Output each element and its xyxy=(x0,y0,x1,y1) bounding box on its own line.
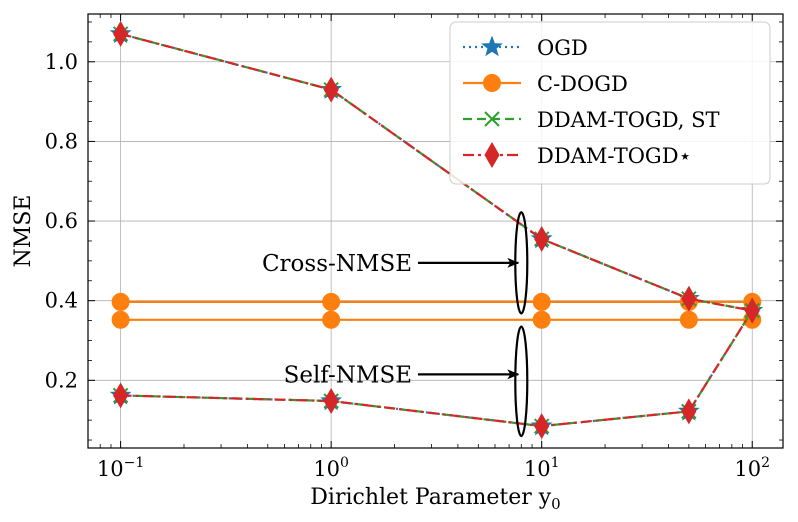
data-point-c-dogd xyxy=(322,310,341,329)
legend-item-ogd: OGD xyxy=(463,35,588,60)
data-point-ddam-togd xyxy=(323,388,339,415)
y-tick-label: 0.4 xyxy=(45,289,78,313)
data-point-c-dogd xyxy=(322,292,341,311)
x-tick-exponent: 0 xyxy=(340,455,349,471)
legend: OGD C-DOGD DDAM-TOGD, ST DDAM-TOGD⋆ xyxy=(449,21,771,185)
x-tick-base: 10 xyxy=(734,457,761,481)
annotations: Cross-NMSE Self-NMSE xyxy=(262,211,529,438)
data-point-ddam-togd xyxy=(323,76,339,103)
legend-label: C-DOGD xyxy=(537,72,628,96)
annotation-label: Cross-NMSE xyxy=(262,251,412,277)
x-tick-label: 100 xyxy=(313,455,349,481)
series-line-ogd xyxy=(120,310,754,428)
data-point-c-dogd xyxy=(111,310,130,329)
legend-marker xyxy=(484,111,500,127)
data-point-ddam-togd xyxy=(113,20,129,47)
series-layer xyxy=(109,20,764,440)
annotation-ellipse xyxy=(514,325,529,438)
x-tick-base: 10 xyxy=(97,457,124,481)
legend-item-c-dogd: C-DOGD xyxy=(463,72,628,96)
x-tick-exponent: 1 xyxy=(551,455,560,471)
x-tick-exponent: −1 xyxy=(124,455,145,471)
series-c-dogd-self xyxy=(111,310,762,329)
y-tick-label: 0.6 xyxy=(45,209,78,233)
legend-marker xyxy=(484,142,500,168)
data-point-c-dogd xyxy=(532,310,551,329)
annotation-self-nmse: Self-NMSE xyxy=(284,325,529,438)
plot-frame xyxy=(87,13,784,449)
y-tick-label: 0.8 xyxy=(45,129,78,153)
series-ddam-togd-self xyxy=(113,297,760,440)
series-line-ddam-togd-st xyxy=(120,32,753,312)
y-axis-label: NMSE xyxy=(11,195,36,268)
y-tick-label: 1.0 xyxy=(45,50,78,74)
series-c-dogd-cross xyxy=(111,292,762,311)
legend-label: DDAM-TOGD⋆ xyxy=(537,144,692,168)
legend-item-ddam-togd-st: DDAM-TOGD, ST xyxy=(463,108,720,132)
data-point-ddam-togd xyxy=(681,398,697,425)
x-tick-base: 10 xyxy=(524,457,551,481)
legend-marker xyxy=(481,35,503,57)
data-point-ddam-togd xyxy=(534,413,550,440)
data-point-ddam-togd xyxy=(534,225,550,252)
legend-label: DDAM-TOGD, ST xyxy=(537,108,720,132)
series-line-ddam-togd-st xyxy=(120,310,754,428)
x-tick-base: 10 xyxy=(313,457,340,481)
x-axis-label: Dirichlet Parameter y0 xyxy=(310,485,560,513)
legend-marker xyxy=(483,74,501,92)
data-point-c-dogd xyxy=(679,310,698,329)
data-point-ddam-togd xyxy=(681,285,697,312)
annotation-cross-nmse: Cross-NMSE xyxy=(262,211,529,315)
legend-box xyxy=(449,21,771,185)
data-point-c-dogd xyxy=(111,292,130,311)
x-tick-label: 10−1 xyxy=(97,455,144,481)
legend-marker-stroke xyxy=(484,111,500,127)
x-tick-label: 102 xyxy=(734,455,770,481)
data-point-c-dogd xyxy=(532,292,551,311)
y-tick-label: 0.2 xyxy=(45,368,78,392)
x-tick-label: 101 xyxy=(524,455,560,481)
data-point-ddam-togd xyxy=(113,382,129,409)
data-point-ddam-togd xyxy=(744,297,760,324)
annotation-label: Self-NMSE xyxy=(284,362,412,388)
legend-label: OGD xyxy=(537,36,588,60)
series-line-ddam-togd xyxy=(120,310,754,428)
x-tick-exponent: 2 xyxy=(761,455,770,471)
legend-item-ddam-togd: DDAM-TOGD⋆ xyxy=(463,142,692,168)
